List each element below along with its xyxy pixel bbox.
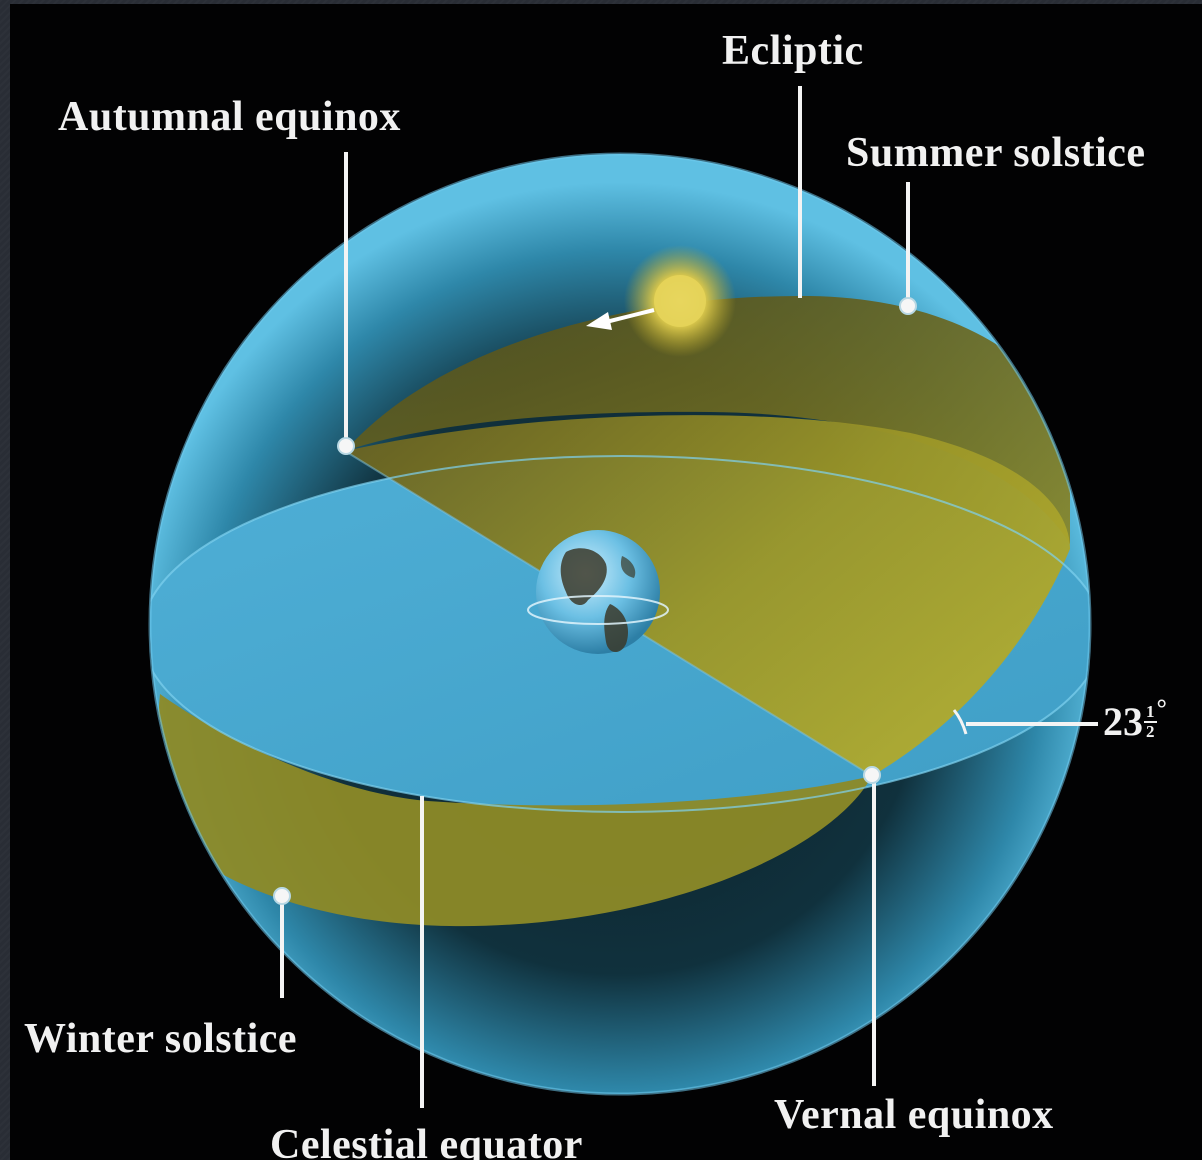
celestial-sphere-rim [148,152,1092,1096]
earth [527,530,669,654]
autumnal-equinox-label: Autumnal equinox [58,94,401,140]
angle-degree-symbol: ° [1156,694,1167,723]
celestial-equator-label: Celestial equator [270,1122,583,1160]
winter-solstice-marker [273,887,291,905]
ecliptic-label: Ecliptic [722,28,864,74]
sun [654,275,706,327]
axial-tilt-angle-label: 23 1 2 ° [1103,696,1167,744]
ecliptic-plane-upper [345,415,1070,776]
celestial-equator-edge [150,455,1090,813]
sun-motion-arrow [586,308,655,330]
autumnal-equinox-marker [337,437,355,455]
diagram-panel: Ecliptic Autumnal equinox Summer solstic… [10,4,1202,1160]
summer-solstice-label: Summer solstice [846,130,1146,176]
vernal-equinox-marker [863,766,881,784]
celestial-sphere-diagram [148,86,1098,1108]
summer-solstice-marker [899,297,917,315]
angle-arc [952,709,968,735]
winter-solstice-label: Winter solstice [24,1016,298,1062]
vernal-equinox-label: Vernal equinox [774,1092,1054,1138]
ecliptic-band-front [158,694,872,927]
angle-fraction-numerator: 1 [1144,702,1157,723]
ecliptic-band-back [345,295,1070,544]
angle-fraction-denominator: 2 [1146,722,1155,741]
angle-whole-number: 23 [1103,699,1143,744]
